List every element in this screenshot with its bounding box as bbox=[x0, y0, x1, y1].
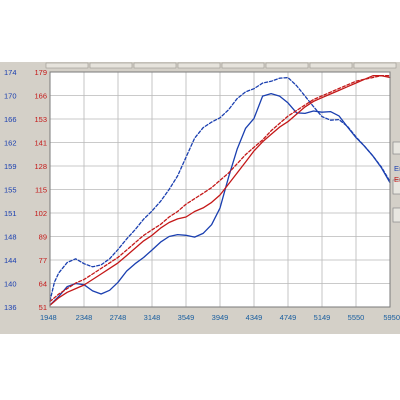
series-lines bbox=[49, 75, 391, 306]
series-line-red-solid bbox=[49, 75, 391, 306]
window-tab[interactable] bbox=[265, 62, 309, 69]
series-line-blue-solid bbox=[49, 92, 391, 306]
y-right-tick-label: 51 bbox=[39, 303, 47, 312]
window-tab[interactable] bbox=[309, 62, 353, 69]
x-tick-label: 5149 bbox=[314, 313, 331, 322]
side-button[interactable] bbox=[392, 141, 400, 155]
y-left-tick-label: 144 bbox=[4, 256, 17, 265]
y-left-tick-label: 174 bbox=[4, 68, 17, 77]
window-tab[interactable] bbox=[133, 62, 177, 69]
plot-border bbox=[49, 71, 391, 308]
window-tab[interactable] bbox=[89, 62, 133, 69]
y-left-tick-label: 159 bbox=[4, 162, 17, 171]
window-tab[interactable] bbox=[353, 62, 397, 69]
y-right-tick-label: 166 bbox=[34, 92, 47, 101]
window-tab[interactable] bbox=[177, 62, 221, 69]
y-left-tick-label: 148 bbox=[4, 233, 17, 242]
x-tick-label: 3148 bbox=[144, 313, 161, 322]
side-button[interactable] bbox=[392, 179, 400, 195]
x-axis-labels: 1948 2348 2748 3148 3549 3949 4349 4749 5149 5550… bbox=[40, 313, 400, 322]
legend-entry: Eı bbox=[394, 175, 400, 184]
chart-window: 136 140 144 148 151 155 159 162 166 170 174 51 64 77… bbox=[0, 62, 400, 334]
x-tick-label: 1948 bbox=[40, 313, 57, 322]
y-right-tick-label: 89 bbox=[39, 233, 47, 242]
x-tick-label: 5950 bbox=[383, 313, 400, 322]
x-tick-label: 4749 bbox=[280, 313, 297, 322]
y-right-tick-label: 102 bbox=[34, 209, 47, 218]
legend-entry: Eı bbox=[394, 164, 400, 173]
y-right-tick-label: 64 bbox=[39, 280, 47, 289]
x-tick-label: 2348 bbox=[76, 313, 93, 322]
x-tick-label: 5550 bbox=[348, 313, 365, 322]
window-tab[interactable] bbox=[45, 62, 89, 69]
y-left-tick-label: 140 bbox=[4, 280, 17, 289]
y-right-tick-label: 77 bbox=[39, 256, 47, 265]
x-tick-label: 2748 bbox=[110, 313, 127, 322]
window-tab[interactable] bbox=[221, 62, 265, 69]
engine-dyno-chart: 136 140 144 148 151 155 159 162 166 170 174 51 64 77… bbox=[4, 62, 400, 322]
series-line-red-dashed bbox=[49, 75, 391, 303]
y-left-tick-label: 155 bbox=[4, 186, 17, 195]
y-left-tick-label: 162 bbox=[4, 139, 17, 148]
y-axis-right-labels: 51 64 77 89 102 115 128 141 153 166 179 bbox=[34, 68, 47, 312]
y-axis-left-labels: 136 140 144 148 151 155 159 162 166 170 174 bbox=[4, 68, 17, 312]
window-tab-strip bbox=[45, 62, 397, 69]
series-line-blue-dashed bbox=[49, 76, 391, 302]
y-right-tick-label: 179 bbox=[34, 68, 47, 77]
side-buttons bbox=[392, 141, 400, 223]
y-left-tick-label: 166 bbox=[4, 115, 17, 124]
x-tick-label: 3949 bbox=[212, 313, 229, 322]
x-tick-label: 3549 bbox=[178, 313, 195, 322]
y-right-tick-label: 115 bbox=[35, 186, 47, 195]
y-left-tick-label: 136 bbox=[4, 303, 17, 312]
y-right-tick-label: 128 bbox=[34, 162, 47, 171]
y-left-tick-label: 170 bbox=[4, 92, 17, 101]
legend: Eı Eı bbox=[394, 164, 400, 184]
side-button[interactable] bbox=[392, 207, 400, 223]
y-left-tick-label: 151 bbox=[4, 209, 17, 218]
y-right-tick-label: 153 bbox=[34, 115, 47, 124]
x-tick-label: 4349 bbox=[246, 313, 263, 322]
y-right-tick-label: 141 bbox=[34, 139, 47, 148]
